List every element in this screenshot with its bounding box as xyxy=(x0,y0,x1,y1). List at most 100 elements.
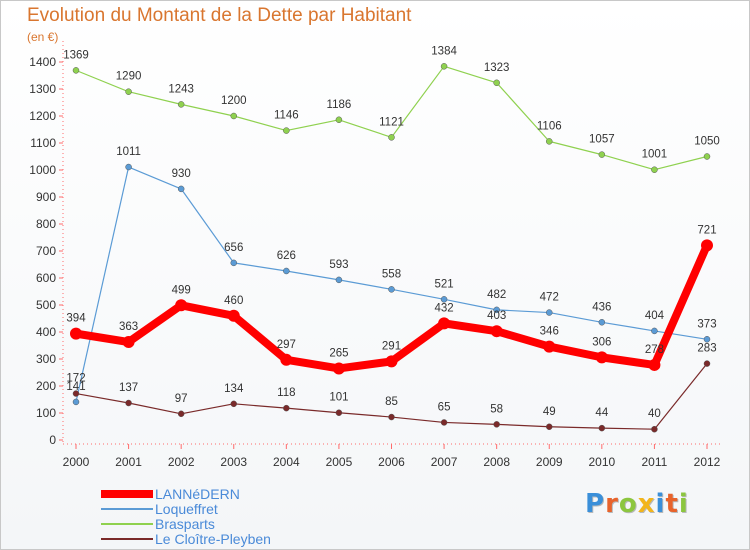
data-point xyxy=(283,267,290,275)
data-point xyxy=(546,423,553,431)
legend-label: Le Cloître-Pleyben xyxy=(155,531,271,547)
data-label: 1011 xyxy=(116,146,141,158)
data-point xyxy=(493,79,500,87)
data-label: 134 xyxy=(224,383,244,395)
data-label: 141 xyxy=(66,381,85,393)
data-label: 1290 xyxy=(116,71,142,83)
data-label: 363 xyxy=(119,321,138,333)
x-tick-label: 2002 xyxy=(168,455,195,469)
legend-label: LANNéDERN xyxy=(155,486,240,502)
data-point xyxy=(440,296,448,303)
data-point xyxy=(122,335,135,348)
data-point xyxy=(493,306,500,314)
data-label: 297 xyxy=(277,339,296,351)
y-tick-label: 200 xyxy=(36,379,56,393)
data-point xyxy=(335,276,343,284)
data-point xyxy=(177,410,185,418)
data-point xyxy=(72,398,80,406)
x-tick-label: 2000 xyxy=(63,455,90,469)
data-label: 97 xyxy=(175,393,188,405)
data-label: 65 xyxy=(438,401,451,413)
data-point xyxy=(546,309,553,316)
data-point xyxy=(701,239,713,252)
y-tick-label: 0 xyxy=(49,433,56,447)
data-label: 1384 xyxy=(431,45,457,57)
x-tick-label: 2011 xyxy=(642,455,668,469)
data-point xyxy=(230,112,237,120)
data-point xyxy=(125,88,132,95)
data-point xyxy=(335,116,343,124)
data-point xyxy=(648,358,661,371)
y-tick-label: 500 xyxy=(36,298,56,312)
data-label: 472 xyxy=(540,292,559,304)
legend-swatch xyxy=(101,538,153,540)
data-point xyxy=(177,185,185,193)
x-tick-label: 2008 xyxy=(483,455,510,469)
data-point xyxy=(703,153,711,160)
data-label: 558 xyxy=(382,268,401,280)
data-label: 172 xyxy=(66,373,85,385)
data-label: 656 xyxy=(224,242,243,254)
y-tick-label: 900 xyxy=(36,190,56,204)
data-point xyxy=(388,413,395,421)
data-label: 432 xyxy=(434,302,453,314)
data-point xyxy=(385,355,398,368)
data-label: 101 xyxy=(329,392,348,404)
logo-letter: t xyxy=(665,489,679,519)
data-point xyxy=(598,151,606,158)
data-point xyxy=(440,63,448,70)
y-tick-label: 800 xyxy=(36,217,56,231)
logo-letter: i xyxy=(678,489,689,519)
data-point xyxy=(70,327,82,340)
data-label: 283 xyxy=(697,343,716,355)
data-point xyxy=(598,319,606,326)
data-point xyxy=(440,419,448,426)
data-point xyxy=(125,163,132,171)
data-point xyxy=(388,134,395,141)
data-point xyxy=(227,309,240,322)
y-tick-label: 300 xyxy=(36,352,56,366)
data-label: 85 xyxy=(385,396,398,408)
x-tick-label: 2006 xyxy=(378,455,405,469)
data-label: 1001 xyxy=(642,149,668,161)
data-point xyxy=(332,362,345,375)
legend-swatch xyxy=(101,508,153,510)
data-label: 291 xyxy=(382,340,401,352)
data-point xyxy=(388,286,395,293)
y-tick-label: 400 xyxy=(36,325,56,339)
legend-label: Loqueffret xyxy=(155,501,218,517)
data-label: 49 xyxy=(543,406,556,418)
data-label: 1106 xyxy=(537,120,562,132)
data-label: 403 xyxy=(487,310,506,322)
data-point xyxy=(72,390,80,397)
data-label: 521 xyxy=(434,278,453,290)
data-label: 593 xyxy=(329,259,348,271)
data-label: 394 xyxy=(66,313,86,325)
y-tick-label: 700 xyxy=(36,244,56,258)
data-label: 278 xyxy=(645,344,664,356)
data-point xyxy=(651,327,658,335)
data-label: 265 xyxy=(329,347,348,359)
data-point xyxy=(493,421,500,428)
data-point xyxy=(230,259,237,267)
x-tick-label: 2005 xyxy=(326,455,353,469)
y-tick-label: 600 xyxy=(36,271,56,285)
data-label: 499 xyxy=(172,284,191,296)
logo-letter: i xyxy=(655,489,666,519)
logo-letter: o xyxy=(618,489,638,519)
data-point xyxy=(230,400,237,408)
data-point xyxy=(546,138,553,145)
data-label: 1146 xyxy=(274,110,299,122)
data-label: 1050 xyxy=(694,136,720,148)
x-tick-label: 2009 xyxy=(536,455,563,469)
x-tick-label: 2004 xyxy=(273,455,300,469)
data-label: 626 xyxy=(277,250,296,262)
data-point xyxy=(283,404,290,412)
x-tick-label: 2003 xyxy=(220,455,247,469)
data-point xyxy=(703,336,711,343)
data-point xyxy=(595,351,608,364)
data-label: 1323 xyxy=(484,62,510,74)
data-label: 404 xyxy=(645,310,665,322)
